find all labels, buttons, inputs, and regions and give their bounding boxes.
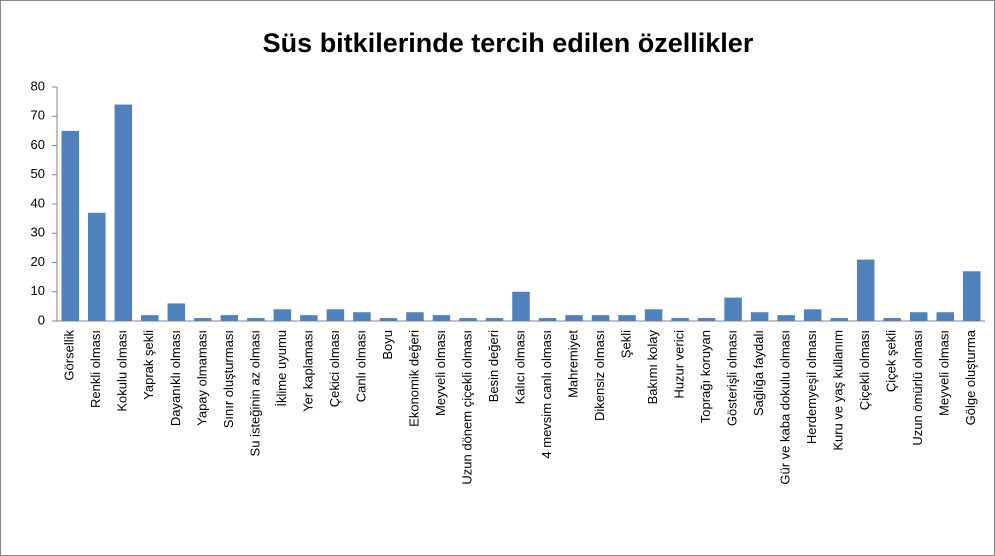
x-tick-label: Mahremiyet xyxy=(565,330,580,398)
x-tick-label: Ekonomik değeri xyxy=(406,330,421,427)
bar xyxy=(697,318,716,321)
x-tick-label: Görsellik xyxy=(62,330,77,381)
bar xyxy=(856,259,875,321)
y-tick-label: 60 xyxy=(31,137,45,152)
bar xyxy=(777,315,795,321)
x-tick-label: Yer kaplaması xyxy=(300,330,315,412)
y-tick-label: 20 xyxy=(31,254,45,269)
bar xyxy=(671,318,689,321)
bar xyxy=(220,315,239,321)
bar xyxy=(61,130,80,321)
bar xyxy=(618,315,636,321)
bar xyxy=(803,309,822,321)
bar xyxy=(273,309,292,321)
bar xyxy=(167,303,186,321)
x-tick-label: Çiçekli olması xyxy=(857,330,872,410)
x-tick-label: Çiçek şekli xyxy=(884,330,899,392)
x-tick-label: Dayanıklı olması xyxy=(168,330,183,426)
x-tick-label: Kokulu olması xyxy=(115,330,130,412)
x-tick-label: Gür ve kaba dokulu olması xyxy=(778,330,793,485)
x-tick-label: Meyveli olması xyxy=(433,330,448,416)
bar xyxy=(114,104,133,321)
bar xyxy=(962,271,981,321)
x-tick-label: Herdemyeşil olması xyxy=(804,330,819,444)
x-tick-label: Gölge oluşturma xyxy=(963,329,978,425)
x-tick-label: Su isteğinin az olması xyxy=(247,330,262,456)
bar xyxy=(300,315,318,321)
bar xyxy=(538,318,557,321)
x-tick-label: Toprağı koruyan xyxy=(698,330,713,423)
y-tick-label: 40 xyxy=(31,195,45,210)
bar xyxy=(353,312,371,321)
x-tick-label: Canlı olması xyxy=(353,330,368,402)
bar xyxy=(909,312,928,321)
x-tick-label: Uzun dönem çiçekli olması xyxy=(459,330,474,485)
x-tick-label: Huzur verici xyxy=(672,330,687,399)
x-tick-label: İklime uyumu xyxy=(274,330,289,407)
x-tick-label: 4 mevsim canlı olması xyxy=(539,330,554,459)
bar xyxy=(485,318,504,321)
y-tick-label: 50 xyxy=(31,166,45,181)
bar xyxy=(247,318,265,321)
bar xyxy=(141,315,159,321)
x-tick-label: Besin değeri xyxy=(486,330,501,402)
bar xyxy=(379,318,398,321)
x-tick-label: Dikensiz olması xyxy=(592,330,607,421)
bar xyxy=(750,312,769,321)
x-tick-label: Yapay olmaması xyxy=(194,330,209,426)
x-tick-label: Yaprak şekli xyxy=(141,330,156,400)
chart-title: Süs bitkilerinde tercih edilen özellikle… xyxy=(263,28,754,58)
x-tick-label: Gösterişli olması xyxy=(725,330,740,426)
y-tick-label: 10 xyxy=(31,283,45,298)
bar xyxy=(326,309,345,321)
x-tick-label: Meyveli olması xyxy=(937,330,952,416)
y-tick-label: 0 xyxy=(38,312,45,327)
bar xyxy=(88,212,106,321)
bar xyxy=(883,318,901,321)
x-tick-label: Sınır oluşturması xyxy=(221,330,236,428)
bar xyxy=(565,315,583,321)
bar xyxy=(459,318,477,321)
y-tick-label: 70 xyxy=(31,108,45,123)
bar xyxy=(591,315,610,321)
x-tick-label: Kuru ve yaş kullanım xyxy=(831,330,846,451)
bar xyxy=(432,315,451,321)
bar xyxy=(512,291,530,321)
x-tick-label: Bakımı kolay xyxy=(645,330,660,405)
bar xyxy=(724,297,742,321)
bar xyxy=(936,312,954,321)
y-tick-label: 80 xyxy=(31,78,45,93)
x-tick-label: Renkli olması xyxy=(88,330,103,408)
x-tick-label: Şekli xyxy=(618,330,633,358)
x-tick-label: Uzun ömürlü olması xyxy=(910,330,925,446)
x-tick-label: Sağlığa faydalı xyxy=(751,330,766,416)
bar xyxy=(406,312,424,321)
bar xyxy=(644,309,663,321)
x-tick-label: Çekici olması xyxy=(327,330,342,407)
x-tick-label: Boyu xyxy=(380,330,395,360)
x-tick-label: Kalıcı olması xyxy=(512,330,527,404)
y-tick-label: 30 xyxy=(31,225,45,240)
bar xyxy=(194,318,212,321)
bar xyxy=(830,318,848,321)
